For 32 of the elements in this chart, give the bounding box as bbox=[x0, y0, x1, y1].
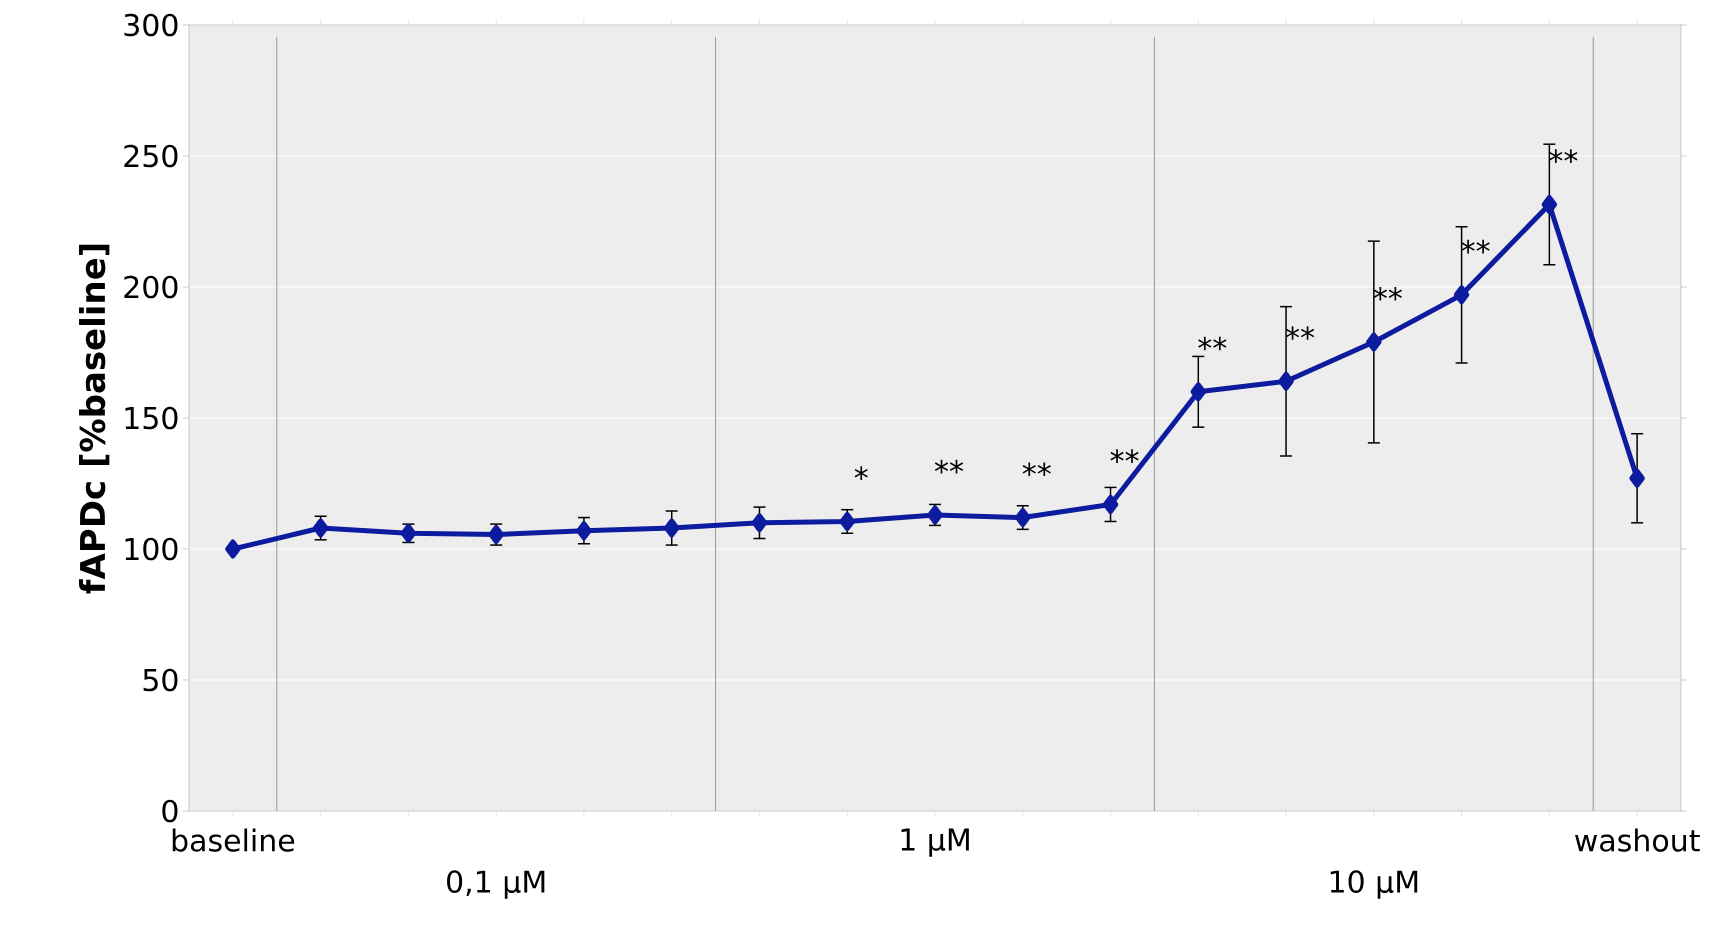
x-tick-label: washout bbox=[1575, 828, 1700, 852]
x-tick-label: 1 µM bbox=[901, 828, 969, 857]
y-tick-label: 100 bbox=[125, 537, 178, 561]
point bbox=[1190, 382, 1207, 402]
y-tick-label: 0 bbox=[162, 799, 178, 823]
y-tick-label: 250 bbox=[124, 144, 178, 168]
data-label: ** bbox=[1549, 149, 1578, 164]
point bbox=[1541, 194, 1558, 214]
data-label: ** bbox=[1110, 449, 1139, 464]
point bbox=[576, 521, 592, 541]
data-label: ** bbox=[1461, 239, 1490, 254]
point bbox=[1102, 494, 1119, 514]
point bbox=[1453, 285, 1470, 305]
y-tick-label: 200 bbox=[124, 275, 178, 299]
y-axis-title: fAPDc [%baseline] bbox=[79, 244, 110, 594]
point bbox=[225, 539, 241, 559]
y-tick-label: 150 bbox=[125, 406, 178, 430]
x-tick-label: baseline bbox=[172, 828, 295, 852]
x-tick-label: 0,1 µM bbox=[447, 870, 545, 899]
data-label: ** bbox=[1022, 462, 1051, 477]
x-tick-label: 10 µM bbox=[1330, 870, 1418, 899]
point bbox=[1366, 332, 1382, 352]
data-label: ** bbox=[934, 459, 964, 474]
data-label: ** bbox=[1198, 336, 1227, 351]
y-tick-label: 50 bbox=[143, 668, 178, 692]
point bbox=[1278, 371, 1294, 391]
point bbox=[839, 511, 855, 531]
point bbox=[751, 513, 768, 533]
point bbox=[663, 518, 680, 538]
point bbox=[1629, 468, 1645, 488]
y-tick-label: 300 bbox=[124, 13, 178, 37]
data-label: * bbox=[854, 466, 868, 481]
